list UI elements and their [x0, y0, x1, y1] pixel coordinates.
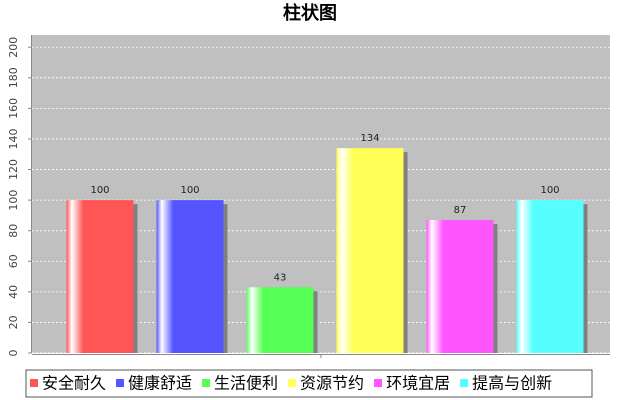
y-tick-label: 20 — [7, 315, 20, 329]
y-tick-label: 40 — [7, 285, 20, 299]
value-label: 43 — [274, 272, 287, 283]
value-label: 134 — [360, 133, 379, 144]
legend-marker — [30, 379, 38, 387]
legend-label: 生活便利 — [214, 374, 278, 393]
y-tick-label: 120 — [7, 159, 20, 180]
bar — [66, 200, 134, 353]
y-tick-label: 180 — [7, 67, 20, 88]
value-label: 100 — [540, 185, 559, 196]
y-tick-label: 80 — [7, 224, 20, 238]
legend-marker — [288, 379, 297, 387]
y-tick-label: 200 — [7, 37, 20, 58]
y-tick-label: 100 — [7, 190, 20, 211]
y-tick-label: 140 — [7, 128, 20, 149]
y-tick-label: 0 — [7, 350, 20, 357]
value-label: 100 — [90, 185, 109, 196]
bar — [336, 148, 404, 353]
legend-marker — [116, 379, 125, 387]
bar — [156, 200, 224, 353]
legend-label: 安全耐久 — [42, 374, 106, 393]
legend-marker — [374, 379, 383, 387]
bar — [516, 200, 584, 353]
value-label: 100 — [180, 185, 199, 196]
legend-marker — [202, 379, 211, 387]
y-tick-label: 60 — [7, 254, 20, 268]
legend-label: 提高与创新 — [472, 374, 552, 393]
legend-label: 环境宜居 — [386, 374, 450, 393]
legend-label: 资源节约 — [300, 374, 364, 393]
y-tick-label: 160 — [7, 98, 20, 119]
bar — [426, 219, 494, 353]
legend-label: 健康舒适 — [128, 374, 192, 393]
chart-title: 柱状图 — [283, 2, 337, 24]
value-label: 87 — [454, 205, 467, 216]
legend-marker — [460, 379, 469, 387]
bar — [246, 287, 314, 353]
